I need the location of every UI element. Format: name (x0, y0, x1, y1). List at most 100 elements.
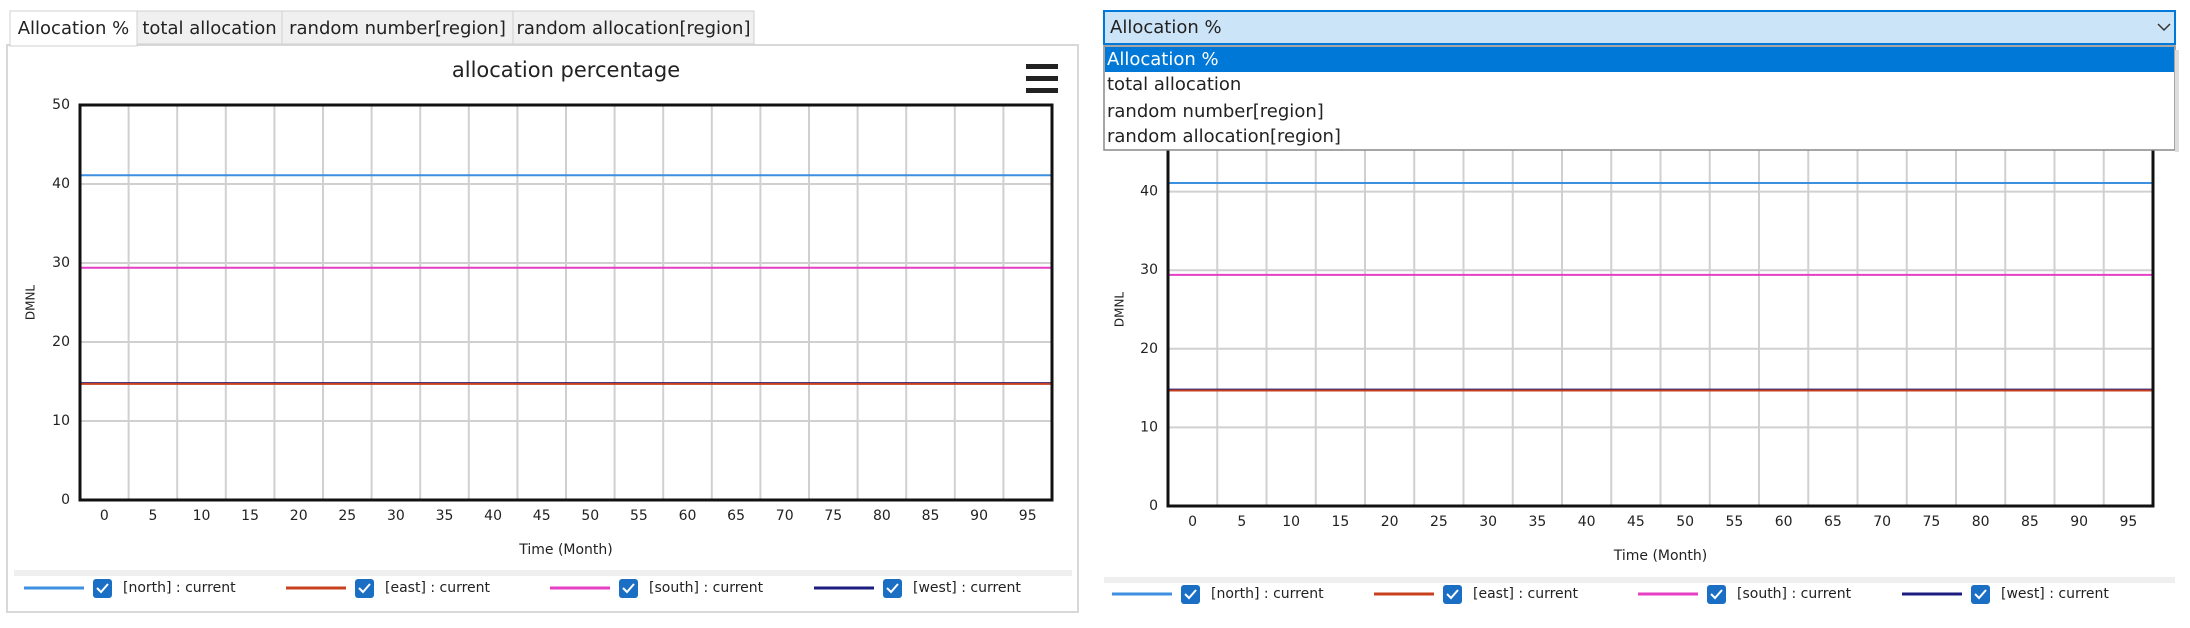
tab[interactable]: random allocation[region] (512, 10, 755, 45)
y-tick-label: 50 (52, 97, 70, 113)
tab-bg (9, 10, 138, 47)
checkmark (622, 583, 635, 594)
checkmark (1446, 589, 1459, 600)
x-tick-label: 95 (1019, 508, 1037, 524)
x-tick-label: 30 (1479, 514, 1497, 530)
tab-bg (512, 10, 755, 45)
x-tick-label: 10 (1282, 514, 1300, 530)
x-tick-label: 65 (1824, 514, 1842, 530)
dropdown-arrow (2157, 23, 2171, 32)
legend-item[interactable]: [south] : current (1638, 585, 1852, 604)
legend-checkbox[interactable] (1443, 585, 1462, 604)
checkmark (96, 583, 109, 594)
legend-checkbox[interactable] (883, 579, 902, 598)
x-tick-label: 45 (1627, 514, 1645, 530)
tab[interactable]: total allocation (136, 10, 283, 45)
option-label: random allocation[region] (1107, 126, 1341, 147)
x-tick-label: 0 (100, 508, 109, 524)
tab-label: random number[region] (289, 18, 506, 39)
x-tick-label: 35 (1528, 514, 1546, 530)
x-tick-label: 15 (1331, 514, 1349, 530)
list-shadow (2175, 50, 2179, 152)
legend-label: [south] : current (649, 580, 764, 596)
menu-bar (1026, 76, 1058, 81)
x-tick-label: 55 (630, 508, 648, 524)
y-tick-label: 20 (1140, 341, 1158, 357)
legend-item[interactable]: [north] : current (24, 579, 236, 598)
x-tick-label: 35 (436, 508, 454, 524)
dropdown-option[interactable]: total allocation (1107, 74, 1241, 95)
x-axis-label: Time (Month) (518, 542, 613, 558)
legend-separator (1104, 577, 2175, 583)
legend-item[interactable]: [west] : current (1902, 585, 2109, 604)
legend-item[interactable]: [south] : current (550, 579, 764, 598)
legend-checkbox[interactable] (1707, 585, 1726, 604)
checkmark (1974, 589, 1987, 600)
legend-item[interactable]: [north] : current (1112, 585, 1324, 604)
checkmark (1184, 589, 1197, 600)
tab[interactable]: Allocation % (9, 10, 138, 47)
x-tick-label: 60 (679, 508, 697, 524)
legend-label: [west] : current (2001, 586, 2109, 602)
legend-item[interactable]: [west] : current (814, 579, 1021, 598)
menu-bar (1026, 88, 1058, 93)
legend-checkbox[interactable] (1181, 585, 1200, 604)
x-tick-label: 80 (873, 508, 891, 524)
x-tick-label: 80 (1972, 514, 1990, 530)
legend-checkbox[interactable] (93, 579, 112, 598)
x-tick-label: 20 (1381, 514, 1399, 530)
menu-bar (1026, 64, 1058, 69)
legend-checkbox[interactable] (1971, 585, 1990, 604)
x-tick-label: 15 (241, 508, 259, 524)
hamburger-menu[interactable] (1026, 64, 1058, 93)
legend-checkbox[interactable] (619, 579, 638, 598)
legend-label: [east] : current (1473, 586, 1579, 602)
legend-item[interactable]: [east] : current (286, 579, 491, 598)
legend-label: [east] : current (385, 580, 491, 596)
x-tick-label: 5 (148, 508, 157, 524)
dropdown-option[interactable]: Allocation % (1105, 47, 2174, 72)
x-tick-label: 70 (1873, 514, 1891, 530)
option-label: Allocation % (1107, 49, 1219, 70)
x-tick-label: 90 (970, 508, 988, 524)
x-tick-label: 40 (484, 508, 502, 524)
x-tick-label: 55 (1725, 514, 1743, 530)
tab-label: random allocation[region] (517, 18, 751, 39)
dropdown[interactable]: Allocation % (1103, 10, 2176, 45)
y-tick-label: 10 (1140, 419, 1158, 435)
y-tick-label: 10 (52, 413, 70, 429)
dropdown-option[interactable]: random number[region] (1107, 101, 1324, 122)
x-tick-label: 50 (581, 508, 599, 524)
option-label: random number[region] (1107, 101, 1324, 122)
legend-checkbox[interactable] (355, 579, 374, 598)
y-tick-label: 0 (1149, 498, 1158, 514)
x-tick-label: 70 (776, 508, 794, 524)
x-tick-label: 0 (1188, 514, 1197, 530)
x-tick-label: 30 (387, 508, 405, 524)
x-tick-label: 85 (922, 508, 940, 524)
checkmark (358, 583, 371, 594)
option-label: total allocation (1107, 74, 1241, 95)
tab-label: Allocation % (18, 18, 130, 39)
x-tick-label: 75 (824, 508, 842, 524)
legend-separator (14, 570, 1072, 576)
y-tick-label: 0 (61, 492, 70, 508)
y-tick-label: 40 (1140, 184, 1158, 200)
tab[interactable]: random number[region] (281, 10, 514, 45)
x-tick-label: 40 (1578, 514, 1596, 530)
y-axis-label: DMNL (1113, 292, 1127, 328)
x-tick-label: 85 (2021, 514, 2039, 530)
checkmark (886, 583, 899, 594)
x-tick-label: 60 (1775, 514, 1793, 530)
y-tick-label: 30 (1140, 262, 1158, 278)
x-tick-label: 90 (2070, 514, 2088, 530)
legend-item[interactable]: [east] : current (1374, 585, 1579, 604)
y-axis-label: DMNL (24, 285, 38, 321)
legend-label: [north] : current (1211, 586, 1324, 602)
dropdown-selected: Allocation % (1110, 17, 1222, 38)
dropdown-option[interactable]: random allocation[region] (1107, 126, 1341, 147)
y-tick-label: 30 (52, 255, 70, 271)
legend-label: [west] : current (913, 580, 1021, 596)
